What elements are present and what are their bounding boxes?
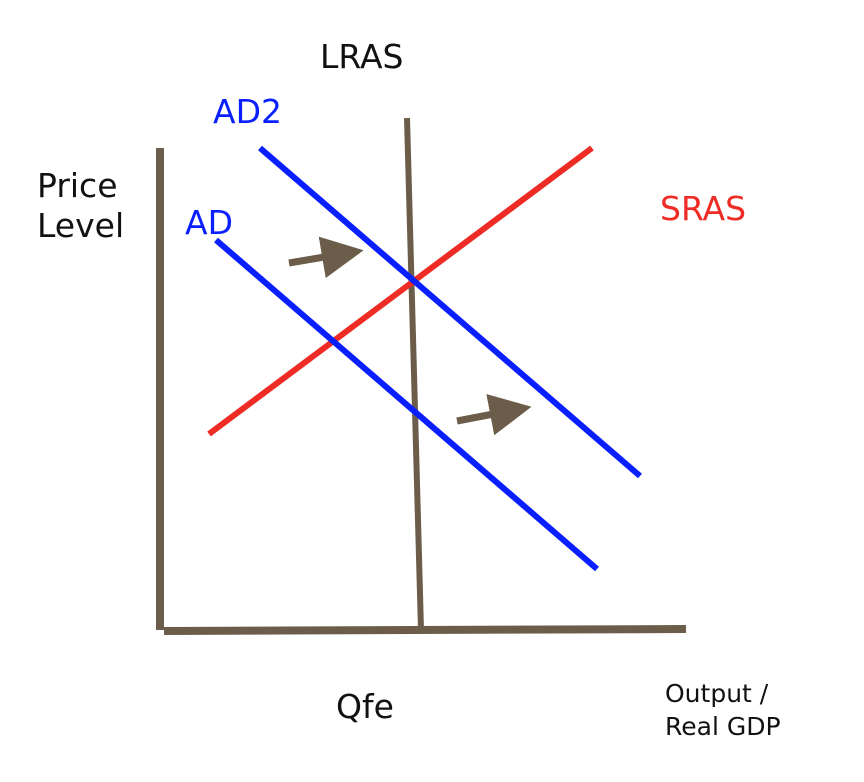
x-axis-label-line1: Output / (665, 679, 769, 708)
shift-arrow-lower (456, 394, 532, 436)
lras-label: LRAS (320, 37, 404, 76)
x-axis-label: Output / Real GDP (665, 678, 781, 743)
qfe-label: Qfe (336, 687, 394, 726)
ad2-label: AD2 (213, 92, 282, 131)
shift-arrow-upper (288, 236, 364, 279)
y-axis-label-line1: Price (37, 166, 118, 205)
ad-line (214, 237, 599, 572)
ad2-line (258, 145, 642, 479)
sras-line (207, 145, 594, 437)
sras-label: SRAS (660, 189, 747, 228)
y-axis-label: Price Level (37, 166, 124, 245)
y-axis-label-line2: Level (37, 205, 125, 245)
x-axis (163, 625, 687, 635)
ad-label: AD (185, 203, 233, 242)
x-axis-label-line2: Real GDP (665, 711, 781, 741)
lras-line (404, 117, 424, 631)
